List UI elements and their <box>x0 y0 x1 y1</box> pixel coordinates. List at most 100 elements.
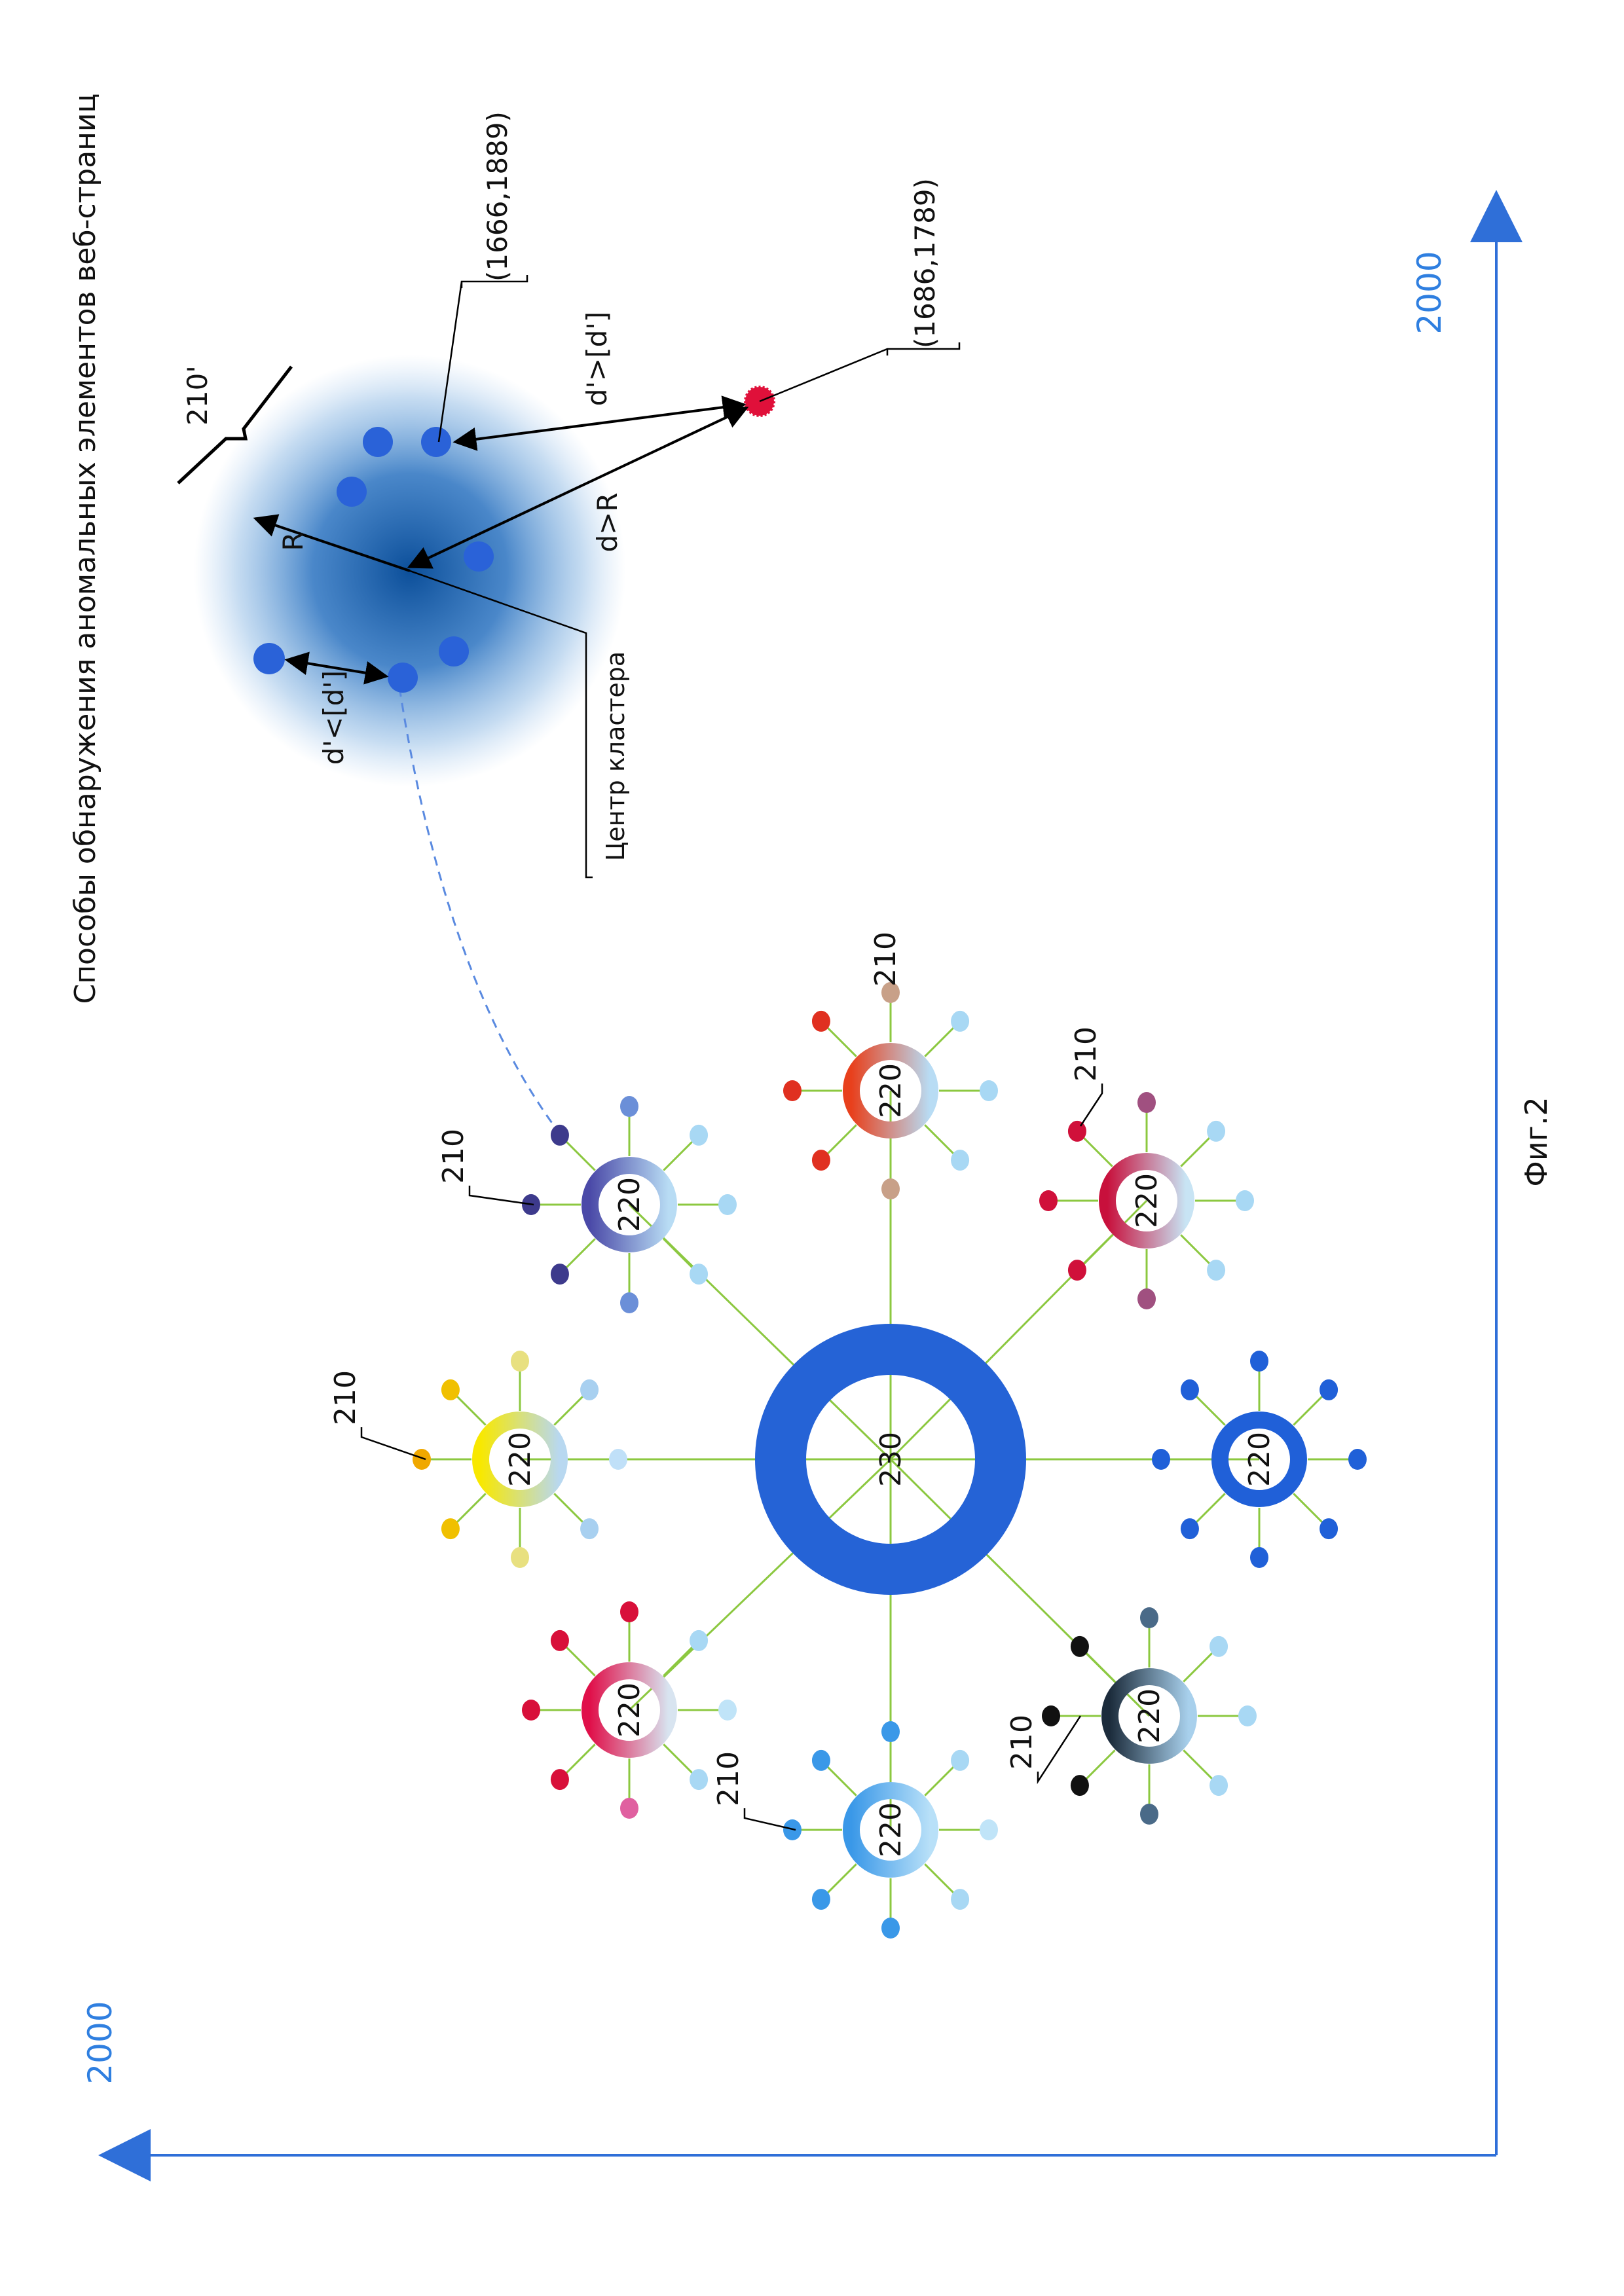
element-dot <box>1070 1775 1089 1796</box>
cluster-point <box>464 541 494 572</box>
satellite-label: 220 <box>1130 1173 1164 1228</box>
satellite-label: 220 <box>1243 1432 1276 1487</box>
element-dot <box>881 1178 900 1199</box>
d-greater-r-label: d>R <box>591 492 623 552</box>
element-dot <box>1207 1120 1226 1142</box>
cluster-dashed-link <box>398 687 562 1135</box>
element-dot <box>1250 1351 1268 1372</box>
y-axis-arrow-icon <box>1470 190 1522 242</box>
central-node-label: 230 <box>874 1432 908 1487</box>
center-leader <box>409 570 593 879</box>
satellite-ring <box>581 1662 677 1758</box>
element-dot <box>580 1518 599 1540</box>
figure-title: Способы обнаружения аномальных элементов… <box>69 94 102 1004</box>
cluster-ref-label: 210' <box>181 365 213 426</box>
element-dot <box>1067 1260 1086 1281</box>
element-dot <box>620 1798 638 1819</box>
element-dot <box>881 1721 900 1742</box>
element-dot <box>690 1769 709 1791</box>
graph-edge <box>628 1458 892 1711</box>
element-dot <box>1238 1705 1257 1726</box>
reference-leader <box>743 1808 796 1831</box>
reference-leader <box>468 1186 534 1206</box>
x-axis-max-label: 2000 <box>81 2001 119 2084</box>
satellite-node: 220 <box>522 1601 737 1819</box>
satellite-ring <box>581 1157 677 1252</box>
element-dot <box>1209 1635 1228 1657</box>
d-prime-far-arrow <box>452 395 747 451</box>
element-dot <box>620 1292 638 1313</box>
reference-leader <box>360 1427 426 1461</box>
element-dot <box>1180 1379 1199 1400</box>
radius-label: R <box>277 532 309 551</box>
satellite-ring <box>1101 1668 1197 1764</box>
element-dot <box>881 982 900 1003</box>
satellite-ring <box>472 1412 568 1507</box>
element-dot <box>1209 1775 1228 1796</box>
satellite-label: 220 <box>504 1432 537 1487</box>
cluster-point <box>388 663 418 693</box>
anomaly-coords-label: (1686,1789) <box>909 178 941 348</box>
figure-label: Фиг.2 <box>1519 1097 1554 1187</box>
d-prime-far-label: d'>[d'] <box>581 312 613 406</box>
y-axis-max-label: 2000 <box>1411 251 1449 334</box>
reference-label-210: 210 <box>1069 1027 1103 1082</box>
reference-label-210: 210 <box>869 932 902 987</box>
element-dot <box>980 1080 998 1101</box>
element-dot <box>881 1918 900 1939</box>
radius-arrow <box>253 514 411 572</box>
element-dot <box>609 1449 627 1470</box>
element-dot <box>951 1889 970 1910</box>
point-coords-label: (1666,1889) <box>481 111 513 282</box>
reference-label-210: 210 <box>437 1129 470 1184</box>
element-dot <box>1140 1607 1158 1628</box>
element-dot <box>718 1194 737 1215</box>
element-dot <box>511 1547 529 1568</box>
element-dot <box>1236 1190 1254 1211</box>
satellite-ring <box>1099 1153 1194 1248</box>
element-dot <box>690 1124 709 1146</box>
cluster-point <box>337 477 367 507</box>
element-dot <box>550 1630 569 1651</box>
reference-label-210: 210 <box>712 1751 745 1806</box>
point-leader <box>437 275 528 443</box>
element-dot <box>951 1150 970 1171</box>
satellite-node: 220 210 <box>329 1351 627 1568</box>
element-dot <box>620 1096 638 1117</box>
element-dot <box>441 1379 460 1400</box>
d-prime-near-label: d'<[d'] <box>318 670 350 765</box>
element-dot <box>580 1379 599 1400</box>
cluster: 210' R d>R d'>[d'] d'<[d'] Центр кластер… <box>177 111 961 1135</box>
element-dot <box>550 1264 569 1285</box>
satellite-node: 220 210 <box>437 1096 737 1313</box>
cluster-center-label: Центр кластера <box>601 651 630 861</box>
element-dot <box>951 1749 970 1771</box>
element-dot <box>620 1601 638 1622</box>
element-dot <box>1152 1449 1170 1470</box>
cluster-point <box>253 643 285 674</box>
element-dot <box>550 1769 569 1791</box>
d-prime-near-arrow <box>284 651 389 685</box>
satellite-node: 220 210 <box>1039 1027 1254 1309</box>
element-dot <box>811 1889 830 1910</box>
element-dot <box>718 1700 737 1721</box>
satellite-ring <box>843 1043 938 1139</box>
satellite-node: 220 210 <box>1005 1607 1257 1825</box>
satellite-label: 220 <box>613 1683 646 1738</box>
element-dot <box>1348 1449 1367 1470</box>
satellite-ring <box>1211 1412 1307 1507</box>
element-dot <box>522 1700 540 1721</box>
cluster-point <box>421 427 451 457</box>
element-dot <box>690 1630 709 1651</box>
satellite-nodes: 2202102202102202102202202102202102202202… <box>329 932 1367 1939</box>
central-node: 230 <box>755 1324 1026 1595</box>
cluster-ref-zigzag <box>177 365 293 484</box>
cluster-point <box>439 636 469 666</box>
satellite-label: 220 <box>1133 1688 1166 1743</box>
element-dot <box>1140 1804 1158 1825</box>
satellite-node: 220 <box>1152 1351 1367 1568</box>
element-dot <box>1250 1547 1268 1568</box>
element-dot <box>1039 1190 1058 1211</box>
element-dot <box>783 1080 802 1101</box>
